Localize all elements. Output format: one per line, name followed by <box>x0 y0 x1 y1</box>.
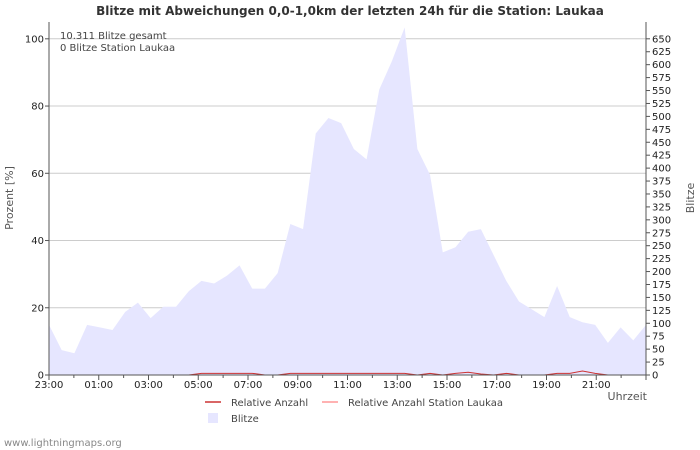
left-tick-label: 20 <box>31 303 44 314</box>
right-tick-label: 150 <box>652 293 671 304</box>
right-tick-label: 350 <box>652 189 671 200</box>
x-tick-label: 15:00 <box>433 380 462 391</box>
legend: Relative Anzahl Relative Anzahl Station … <box>205 398 503 425</box>
right-tick-label: 650 <box>652 34 671 45</box>
x-tick-label: 23:00 <box>35 380 64 391</box>
x-tick-label: 13:00 <box>383 380 412 391</box>
left-tick-label: 100 <box>25 34 44 45</box>
right-tick-label: 475 <box>652 125 671 136</box>
chart-title: Blitze mit Abweichungen 0,0-1,0km der le… <box>96 4 604 18</box>
right-tick-label: 175 <box>652 280 671 291</box>
right-tick-label: 525 <box>652 99 671 110</box>
legend-label-station: Relative Anzahl Station Laukaa <box>348 398 503 409</box>
left-tick-label: 80 <box>31 102 44 113</box>
footer-source: www.lightningmaps.org <box>4 438 122 449</box>
right-tick-label: 25 <box>652 358 665 369</box>
right-tick-label: 275 <box>652 228 671 239</box>
y-left-label: Prozent [%] <box>3 166 16 230</box>
right-tick-label: 50 <box>652 345 665 356</box>
left-tick-label: 40 <box>31 236 44 247</box>
right-tick-label: 200 <box>652 267 671 278</box>
x-tick-label: 21:00 <box>582 380 611 391</box>
right-tick-label: 625 <box>652 47 671 58</box>
x-tick-label: 01:00 <box>84 380 113 391</box>
legend-swatch-blitze <box>208 413 218 423</box>
x-tick-label: 05:00 <box>184 380 213 391</box>
series-area-blitze <box>49 27 646 376</box>
right-tick-label: 400 <box>652 164 671 175</box>
right-tick-label: 550 <box>652 86 671 97</box>
right-tick-label: 300 <box>652 215 671 226</box>
x-tick-label: 19:00 <box>532 380 561 391</box>
x-tick-label: 03:00 <box>134 380 163 391</box>
right-tick-label: 575 <box>652 73 671 84</box>
right-tick-label: 250 <box>652 241 671 252</box>
y-right-label: Blitze <box>684 183 697 214</box>
right-tick-label: 500 <box>652 112 671 123</box>
right-tick-label: 600 <box>652 60 671 71</box>
right-tick-label: 375 <box>652 177 671 188</box>
left-ticks: 0 20 40 60 80 100 <box>25 34 49 382</box>
right-tick-label: 125 <box>652 306 671 317</box>
right-tick-label: 75 <box>652 332 665 343</box>
left-tick-label: 0 <box>38 371 44 382</box>
area-layer <box>49 27 646 376</box>
legend-label-relative: Relative Anzahl <box>231 398 308 409</box>
x-tick-label: 09:00 <box>283 380 312 391</box>
legend-label-blitze: Blitze <box>231 414 259 425</box>
right-tick-label: 425 <box>652 151 671 162</box>
x-ticks: 23:00 01:00 03:00 05:00 07:00 09:00 11:00 13:00… <box>35 375 647 391</box>
x-tick-label: 07:00 <box>234 380 263 391</box>
left-tick-label: 60 <box>31 169 44 180</box>
right-tick-label: 450 <box>652 138 671 149</box>
info-station: 0 Blitze Station Laukaa <box>60 43 175 54</box>
info-total: 10.311 Blitze gesamt <box>60 31 167 42</box>
right-tick-label: 100 <box>652 319 671 330</box>
x-tick-label: 17:00 <box>482 380 511 391</box>
right-tick-label: 0 <box>652 371 658 382</box>
right-tick-label: 325 <box>652 202 671 213</box>
x-axis-label: Uhrzeit <box>608 390 648 403</box>
x-tick-label: 11:00 <box>333 380 362 391</box>
right-ticks: 0 25 50 75 100 125 150 175 200 225 250 275 300 325 350… <box>646 34 671 382</box>
right-tick-label: 225 <box>652 254 671 265</box>
